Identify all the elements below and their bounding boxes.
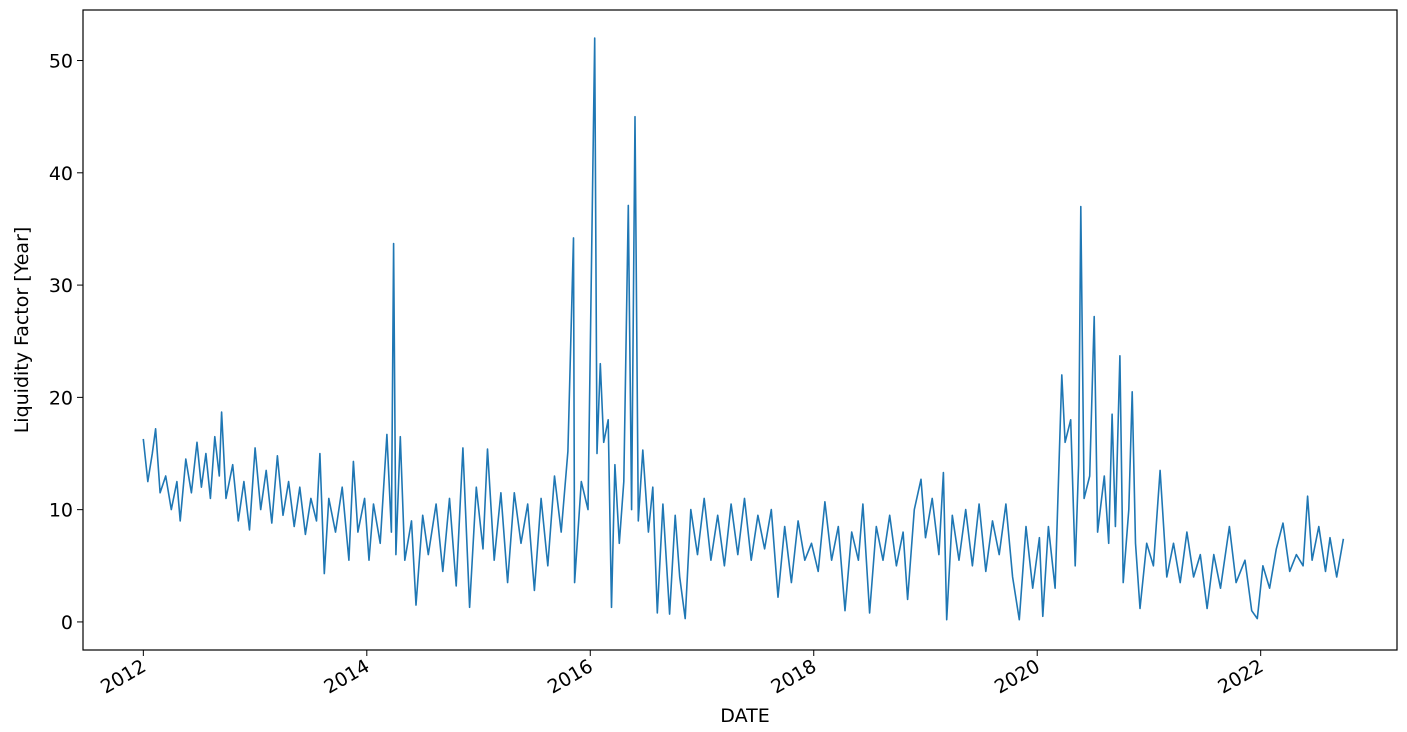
x-axis-label: DATE — [720, 705, 769, 727]
y-axis-label: Liquidity Factor [Year] — [11, 227, 33, 434]
x-tick-label: 2022 — [1214, 655, 1267, 698]
plot-frame — [82, 9, 1398, 651]
y-tick-label: 0 — [61, 612, 73, 634]
x-tick-label: 2014 — [320, 655, 373, 698]
y-tick-label: 10 — [49, 500, 73, 522]
x-tick-label: 2018 — [767, 655, 820, 698]
x-tick-label: 2020 — [991, 655, 1044, 698]
x-tick-label: 2012 — [97, 655, 150, 698]
x-tick-label: 2016 — [544, 655, 597, 698]
y-tick-label: 40 — [49, 163, 73, 185]
y-tick-label: 20 — [49, 387, 73, 409]
y-tick-label: 50 — [49, 51, 73, 73]
y-tick-label: 30 — [49, 275, 73, 297]
line-series — [142, 37, 1345, 621]
